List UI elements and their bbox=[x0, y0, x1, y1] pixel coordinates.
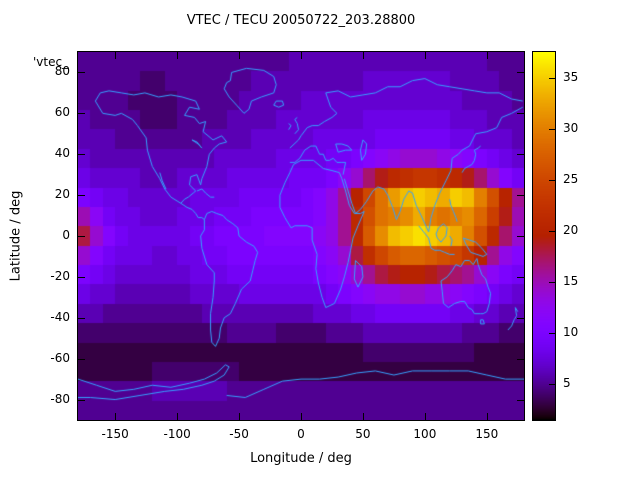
y-tick-label: 40 bbox=[54, 146, 70, 161]
x-tick-mark bbox=[424, 413, 426, 420]
colorbar-tick-mark bbox=[549, 333, 555, 335]
y-tick-label: -40 bbox=[50, 309, 70, 324]
y-tick-mark bbox=[78, 317, 85, 319]
x-tick-mark bbox=[239, 413, 241, 420]
y-tick-label: 0 bbox=[62, 228, 70, 242]
y-tick-label: 60 bbox=[54, 105, 70, 120]
plot-border bbox=[77, 51, 525, 421]
colorbar-gradient bbox=[533, 52, 555, 420]
x-tick-mark bbox=[301, 52, 302, 59]
x-tick-mark bbox=[301, 413, 302, 420]
colorbar-tick-mark bbox=[549, 384, 555, 386]
colorbar-tick-label: 25 bbox=[563, 171, 579, 186]
colorbar-tick-mark bbox=[549, 230, 555, 232]
x-tick-label: 50 bbox=[355, 427, 371, 441]
y-tick-mark bbox=[78, 399, 85, 401]
y-tick-mark bbox=[517, 317, 524, 319]
colorbar-tick-mark bbox=[549, 179, 555, 181]
y-tick-mark bbox=[78, 72, 85, 74]
x-tick-label: 100 bbox=[413, 427, 437, 441]
x-tick-label: -150 bbox=[101, 427, 129, 441]
y-tick-label: -80 bbox=[50, 391, 70, 406]
x-tick-mark bbox=[424, 52, 426, 59]
y-tick-mark bbox=[517, 113, 524, 115]
y-tick-mark bbox=[78, 358, 85, 360]
x-tick-mark bbox=[362, 413, 364, 420]
x-tick-mark bbox=[115, 52, 117, 59]
y-tick-mark bbox=[517, 236, 524, 237]
y-axis-label: Latitude / deg bbox=[8, 190, 24, 282]
y-tick-mark bbox=[517, 154, 524, 156]
chart-title: VTEC / TECU 20050722_203.28800 bbox=[186, 13, 416, 28]
legend-key-label: 'vtec_ bbox=[33, 55, 69, 69]
y-tick-mark bbox=[517, 195, 524, 197]
y-tick-mark bbox=[78, 154, 85, 156]
x-tick-mark bbox=[239, 52, 241, 59]
colorbar-tick-mark bbox=[549, 282, 555, 283]
x-tick-label: -100 bbox=[163, 427, 191, 441]
x-tick-mark bbox=[177, 52, 179, 59]
colorbar-tick-label: 5 bbox=[563, 376, 571, 391]
x-axis-label: Longitude / deg bbox=[250, 451, 352, 466]
colorbar-tick-label: 20 bbox=[563, 222, 579, 237]
y-tick-mark bbox=[517, 399, 524, 401]
y-tick-mark bbox=[78, 236, 85, 237]
colorbar-tick-mark bbox=[549, 128, 555, 130]
colorbar-tick-mark bbox=[549, 77, 555, 79]
x-tick-mark bbox=[177, 413, 179, 420]
y-tick-label: 20 bbox=[54, 187, 70, 202]
y-tick-mark bbox=[78, 195, 85, 197]
colorbar-tick-label: 15 bbox=[563, 274, 579, 288]
x-tick-mark bbox=[115, 413, 117, 420]
x-tick-mark bbox=[486, 413, 488, 420]
y-tick-mark bbox=[517, 72, 524, 74]
colorbar-tick-label: 30 bbox=[563, 120, 579, 135]
y-tick-mark bbox=[78, 276, 85, 278]
x-tick-mark bbox=[362, 52, 364, 59]
colorbar-tick-label: 35 bbox=[563, 69, 579, 84]
y-tick-label: -20 bbox=[50, 268, 70, 283]
y-tick-mark bbox=[517, 358, 524, 360]
x-tick-label: 150 bbox=[475, 427, 499, 441]
x-tick-label: 0 bbox=[297, 427, 305, 441]
heatmap-canvas bbox=[78, 52, 524, 420]
y-tick-mark bbox=[78, 113, 85, 115]
y-tick-label: 80 bbox=[54, 64, 70, 79]
colorbar-border bbox=[532, 51, 556, 421]
colorbar-tick-label: 10 bbox=[563, 325, 579, 340]
x-tick-mark bbox=[486, 52, 488, 59]
x-tick-label: -50 bbox=[229, 427, 249, 441]
y-tick-label: -60 bbox=[50, 350, 70, 365]
y-tick-mark bbox=[517, 276, 524, 278]
